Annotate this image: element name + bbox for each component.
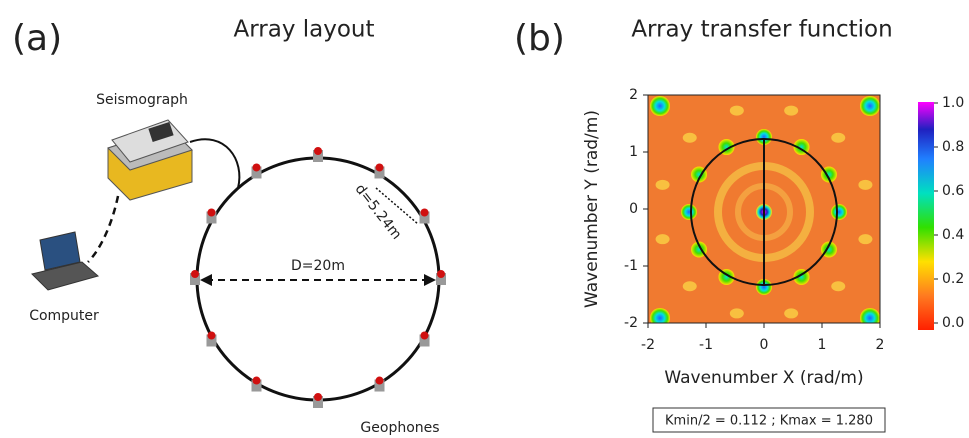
geophone bbox=[375, 376, 384, 385]
geophone-post bbox=[190, 273, 200, 285]
colorbar-tick-label: 0.4 bbox=[942, 227, 964, 243]
geophone-post bbox=[419, 211, 430, 224]
heat-blob bbox=[831, 132, 846, 143]
geophone-post bbox=[251, 379, 262, 392]
diameter-label: D=20m bbox=[291, 258, 345, 274]
heat-spot bbox=[831, 204, 847, 220]
annotation-box bbox=[652, 407, 886, 433]
seismograph-label: Seismograph bbox=[96, 92, 188, 108]
geophone bbox=[252, 376, 261, 385]
x-tick-label: 2 bbox=[876, 337, 885, 353]
heat-spot bbox=[756, 279, 772, 295]
geophone-post bbox=[313, 150, 323, 162]
geophone-post bbox=[206, 211, 217, 224]
heat-blob bbox=[655, 234, 670, 245]
y-tick-label: 1 bbox=[629, 144, 638, 160]
geophone bbox=[314, 393, 322, 401]
colorbar bbox=[918, 102, 934, 330]
heat-blob bbox=[784, 105, 799, 116]
heat-blob bbox=[655, 179, 670, 190]
heat-blob bbox=[729, 308, 744, 319]
colorbar-tick-label: 0.6 bbox=[942, 183, 964, 199]
geophone bbox=[207, 331, 216, 340]
geophone-post bbox=[374, 379, 385, 392]
heat-blob bbox=[831, 281, 846, 292]
seismograph-icon bbox=[107, 119, 193, 201]
x-tick-label: -2 bbox=[641, 337, 655, 353]
cable bbox=[189, 138, 241, 189]
geophones bbox=[190, 147, 446, 408]
x-tick-label: 0 bbox=[760, 337, 769, 353]
geophone bbox=[420, 208, 429, 217]
annotation: Kmin/2 = 0.112 ; Kmax = 1.280 bbox=[665, 414, 873, 429]
geophones-label: Geophones bbox=[360, 420, 439, 436]
panel-title: Array transfer function bbox=[631, 17, 892, 43]
panel-title: Array layout bbox=[233, 17, 374, 43]
heat-blob bbox=[858, 234, 873, 245]
geophone-post bbox=[313, 396, 323, 408]
geophone bbox=[207, 208, 216, 217]
geophone bbox=[252, 163, 261, 172]
colorbar-tick-label: 0.0 bbox=[942, 315, 964, 331]
y-axis-label: Wavenumber Y (rad/m) bbox=[582, 110, 602, 308]
colorbar-tick-label: 0.2 bbox=[942, 271, 964, 287]
heat-blob bbox=[729, 105, 744, 116]
geophone-post bbox=[436, 273, 446, 285]
geophone-post bbox=[419, 334, 430, 347]
panel-label: (b) bbox=[514, 18, 565, 59]
computer-icon bbox=[31, 231, 100, 291]
y-tick-label: -2 bbox=[624, 315, 638, 331]
heat-spot bbox=[756, 129, 772, 145]
x-axis-label: Wavenumber X (rad/m) bbox=[664, 368, 863, 388]
heat-blob bbox=[784, 308, 799, 319]
x-tick-label: -1 bbox=[699, 337, 713, 353]
geophone-post bbox=[374, 166, 385, 179]
spacing-label: d=5.24m bbox=[352, 181, 405, 242]
heat-spot bbox=[681, 204, 697, 220]
heat-blob bbox=[682, 132, 697, 143]
x-tick-label: 1 bbox=[818, 337, 827, 353]
y-tick-label: 2 bbox=[629, 87, 638, 103]
heat-blob bbox=[858, 179, 873, 190]
geophone-post bbox=[251, 166, 262, 179]
colorbar-tick-label: 0.8 bbox=[942, 139, 964, 155]
spacing-line bbox=[375, 187, 419, 225]
geophone bbox=[375, 163, 384, 172]
link bbox=[87, 195, 120, 263]
heat-blob bbox=[682, 281, 697, 292]
geophone bbox=[314, 147, 322, 155]
panel-label: (a) bbox=[12, 18, 62, 59]
geophone-post bbox=[206, 334, 217, 347]
y-tick-label: 0 bbox=[629, 201, 638, 217]
geophone bbox=[191, 270, 199, 278]
geophone bbox=[420, 331, 429, 340]
geophone bbox=[437, 270, 445, 278]
computer-label: Computer bbox=[29, 308, 99, 324]
y-tick-label: -1 bbox=[624, 258, 638, 274]
colorbar-tick-label: 1.0 bbox=[942, 95, 964, 111]
